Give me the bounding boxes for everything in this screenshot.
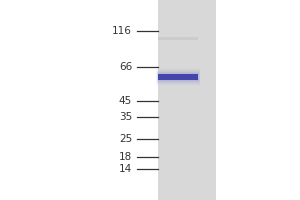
Bar [156,69,200,85]
Bar [158,37,198,40]
Bar [157,72,199,82]
Text: 45: 45 [119,96,132,106]
Text: 18: 18 [119,152,132,162]
Text: 66: 66 [119,62,132,72]
Bar [157,71,200,83]
Bar [158,74,198,80]
Text: 14: 14 [119,164,132,174]
Bar [158,73,199,81]
Text: 35: 35 [119,112,132,122]
Text: 25: 25 [119,134,132,144]
Text: 116: 116 [112,26,132,36]
Bar [158,0,216,200]
